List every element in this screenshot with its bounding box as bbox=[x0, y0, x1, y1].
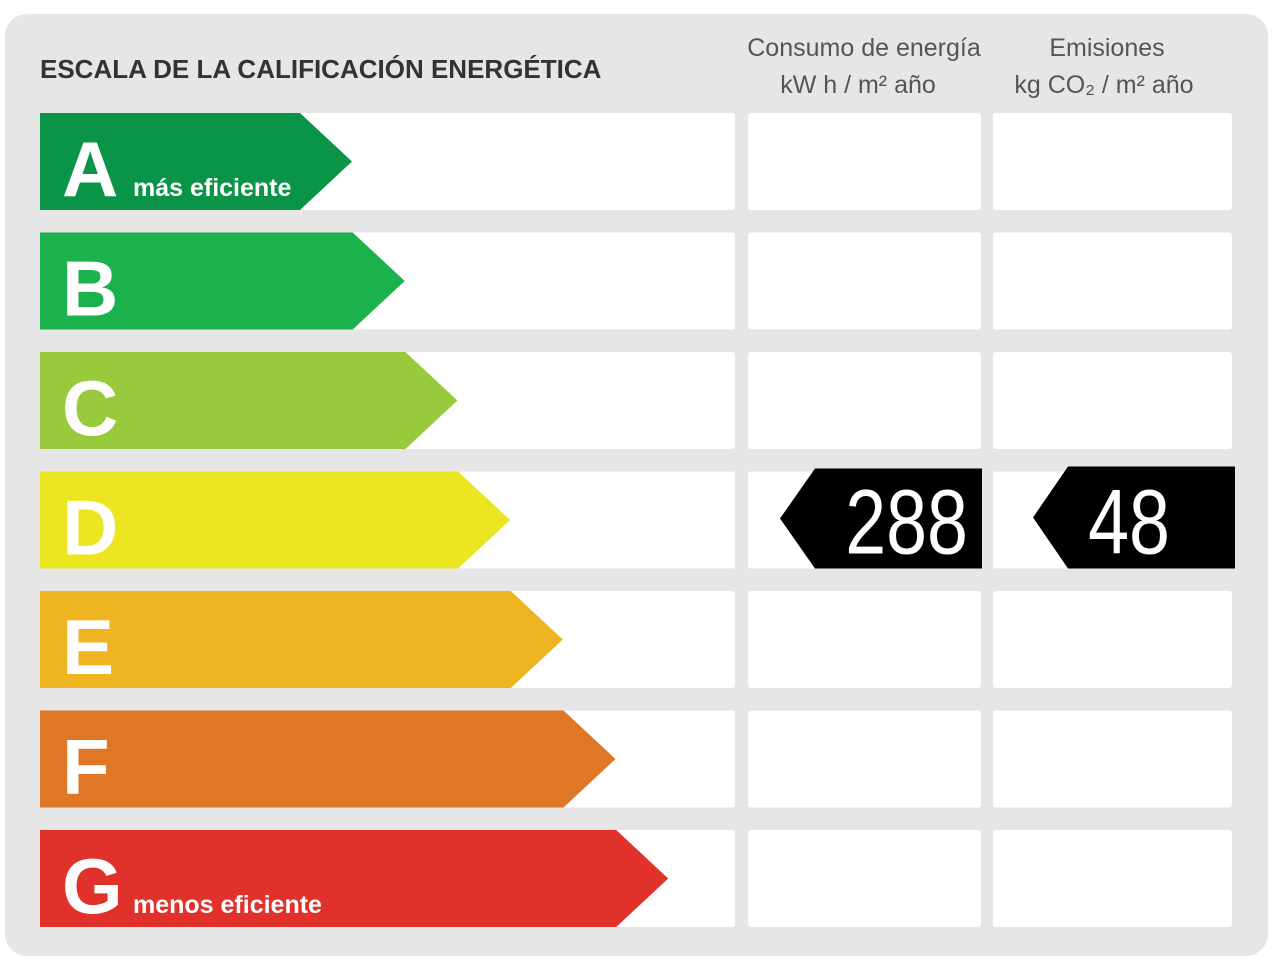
rating-arrow bbox=[40, 830, 669, 927]
rating-arrow bbox=[40, 471, 511, 569]
value-badge bbox=[780, 468, 982, 569]
rating-letter: G bbox=[62, 842, 123, 930]
rating-letter: B bbox=[62, 245, 118, 333]
value-cell bbox=[748, 591, 981, 688]
emissions-value: 48 bbox=[1088, 471, 1170, 574]
rating-arrow bbox=[40, 232, 405, 330]
column-header: Emisiones bbox=[1049, 34, 1164, 62]
title: ESCALA DE LA CALIFICACIÓN ENERGÉTICA bbox=[40, 54, 602, 84]
rating-arrow bbox=[40, 591, 563, 688]
rating-letter: C bbox=[62, 364, 118, 452]
value-cell bbox=[993, 352, 1232, 449]
value-cell bbox=[993, 830, 1232, 927]
rating-letter: A bbox=[62, 125, 118, 213]
column-header: Consumo de energía bbox=[747, 34, 981, 62]
rating-letter: E bbox=[62, 603, 114, 691]
rating-arrow bbox=[40, 710, 616, 808]
value-cell bbox=[993, 232, 1232, 330]
value-cell bbox=[748, 232, 981, 330]
value-cell bbox=[748, 710, 981, 808]
rating-arrow bbox=[40, 113, 352, 210]
value-cell bbox=[748, 113, 981, 210]
value-cell bbox=[993, 591, 1232, 688]
column-unit: kW h / m² año bbox=[780, 71, 936, 99]
rating-note: más eficiente bbox=[133, 174, 292, 202]
column-unit: kg CO₂ / m² año bbox=[1014, 71, 1193, 99]
value-cell bbox=[748, 352, 981, 449]
rating-letter: D bbox=[62, 484, 118, 572]
value-cell bbox=[993, 710, 1232, 808]
value-badge bbox=[1033, 466, 1235, 569]
rating-note: menos eficiente bbox=[133, 891, 322, 919]
value-cell bbox=[993, 113, 1232, 210]
consumption-value: 288 bbox=[845, 471, 968, 574]
value-cell bbox=[748, 830, 981, 927]
rating-letter: F bbox=[62, 723, 110, 811]
rating-arrow bbox=[40, 352, 458, 449]
